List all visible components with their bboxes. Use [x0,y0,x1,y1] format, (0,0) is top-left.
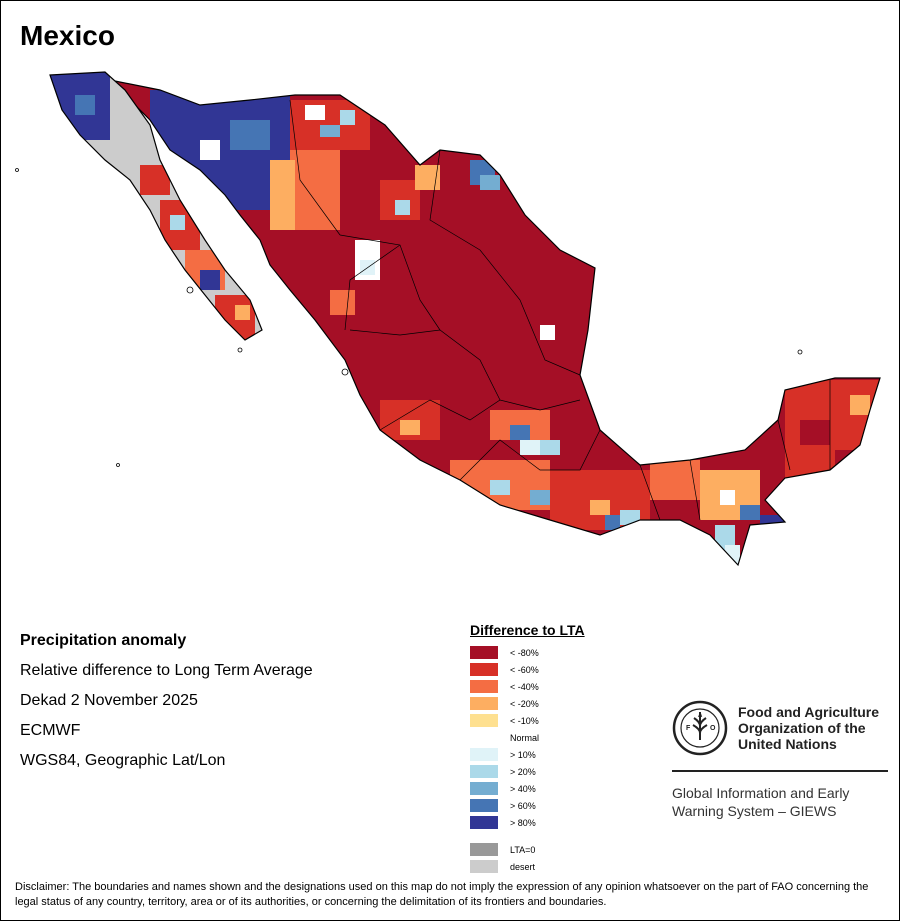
legend-swatch [470,646,498,659]
legend-swatch [470,860,498,873]
legend-swatch [470,714,498,727]
giews-name: Global Information and Early Warning Sys… [672,784,888,820]
legend-label: < -40% [510,681,539,692]
legend-swatch [470,799,498,812]
info-measure: Relative difference to Long Term Average [20,662,313,679]
legend-label: > 40% [510,783,536,794]
fao-divider [672,770,888,772]
legend-item: < -10% [470,712,620,729]
state-boundaries [289,99,831,521]
legend-swatch [470,697,498,710]
legend-item: > 60% [470,797,620,814]
legend: Difference to LTA < -80% < -60% < -40% <… [470,622,620,875]
giews-line: Warning System – GIEWS [672,803,837,819]
fao-logo-icon: F O A [672,700,728,756]
mainland-outline [108,79,881,567]
legend-item: < -60% [470,661,620,678]
legend-label: < -10% [510,715,539,726]
fao-name-line: Organization of the [738,720,866,736]
legend-swatch [470,816,498,829]
legend-item: LTA=0 [470,841,620,858]
legend-item-normal: Normal [510,732,540,743]
legend-title: Difference to LTA [470,622,585,638]
legend-swatch [470,748,498,761]
legend-label: > 80% [510,817,536,828]
small-islands [15,168,803,467]
legend-swatch [470,782,498,795]
legend-item: < -40% [470,678,620,695]
svg-text:O: O [710,725,716,732]
legend-item: > 80% [470,814,620,831]
map-info: Precipitation anomaly Relative differenc… [20,626,313,776]
info-period: Dekad 2 November 2025 [20,692,198,709]
legend-label: > 60% [510,800,536,811]
fao-branding: F O A Food and Agriculture Organization … [672,700,888,820]
legend-item: > 10% [470,746,620,763]
legend-label: LTA=0 [510,844,536,855]
legend-item: < -80% [470,644,620,661]
legend-item: > 20% [470,763,620,780]
precipitation-anomaly-map [15,71,881,567]
legend-label: desert [510,861,536,872]
legend-item: desert [470,858,620,875]
giews-line: Global Information and Early [672,785,850,801]
legend-item: > 40% [470,780,620,797]
info-variable: Precipitation anomaly [20,632,187,649]
svg-text:F: F [686,725,691,732]
legend-swatch [470,680,498,693]
legend-label: < -60% [510,664,539,675]
legend-swatch [470,843,498,856]
legend-swatch [470,765,498,778]
svg-text:A: A [698,713,703,719]
info-source: ECMWF [20,722,81,739]
fao-name: Food and Agriculture Organization of the… [738,704,879,752]
baja-outline [49,71,263,341]
map-title: Mexico [20,20,115,51]
legend-swatch [470,663,498,676]
legend-label: < -20% [510,698,539,709]
fao-name-line: United Nations [738,736,837,752]
legend-label: > 20% [510,766,536,777]
info-projection: WGS84, Geographic Lat/Lon [20,752,226,769]
legend-item: < -20% [470,695,620,712]
fao-name-line: Food and Agriculture [738,704,880,720]
legend-label: > 10% [510,749,536,760]
legend-label: < -80% [510,647,539,658]
disclaimer: Disclaimer: The boundaries and names sho… [15,881,869,908]
